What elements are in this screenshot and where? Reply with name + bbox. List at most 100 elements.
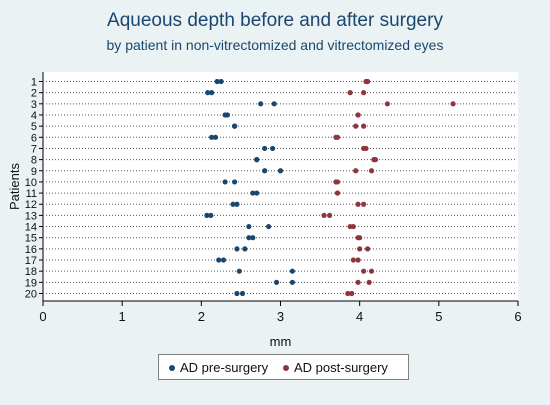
chart-subtitle: by patient in non-vitrectomized and vitr… (106, 37, 444, 53)
y-tick-label: 12 (25, 199, 37, 211)
y-tick-label: 20 (25, 289, 37, 301)
x-tick-label: 3 (277, 309, 284, 324)
pre-surgery-point (239, 290, 246, 297)
post-surgery-point (345, 290, 351, 297)
post-surgery-point (361, 268, 367, 274)
post-surgery-point (361, 123, 367, 129)
y-tick-label: 18 (25, 266, 37, 278)
pre-surgery-point (234, 246, 240, 252)
pre-surgery-point (234, 290, 240, 297)
y-tick-label: 4 (31, 110, 37, 122)
legend-marker-post (283, 364, 289, 371)
x-tick-label: 0 (39, 309, 46, 324)
legend-item-post: AD post-surgery (283, 360, 388, 375)
y-tick-label: 3 (31, 99, 37, 111)
legend-label-post: AD post-surgery (294, 360, 388, 375)
y-tick-label: 15 (25, 233, 37, 245)
pre-surgery-point (216, 257, 222, 263)
plot-area (43, 72, 518, 301)
y-tick-label: 16 (25, 244, 37, 256)
pre-surgery-point (222, 179, 228, 185)
pre-surgery-point (212, 134, 219, 140)
pre-surgery-point (242, 246, 248, 252)
pre-surgery-point (269, 145, 276, 152)
x-axis-title: mm (270, 334, 292, 349)
pre-surgery-point (209, 134, 215, 140)
post-surgery-point (334, 190, 341, 196)
pre-surgery-point (254, 190, 260, 196)
pre-surgery-point (266, 223, 272, 230)
y-tick-label: 6 (31, 132, 37, 144)
x-tick-label: 5 (435, 309, 442, 324)
post-surgery-point (355, 257, 361, 263)
legend-item-pre: AD pre-surgery (169, 360, 268, 375)
pre-surgery-point (289, 268, 295, 274)
y-tick-label: 1 (31, 77, 37, 89)
post-surgery-point (364, 246, 371, 252)
pre-surgery-point (271, 101, 277, 107)
post-surgery-point (361, 201, 367, 207)
y-axis-title: Patients (7, 163, 22, 210)
pre-surgery-point (246, 223, 252, 230)
pre-surgery-point (204, 212, 210, 218)
pre-surgery-point (273, 279, 280, 285)
legend: AD pre-surgery AD post-surgery (158, 354, 409, 380)
pre-surgery-point (262, 145, 268, 152)
x-tick-label: 6 (514, 309, 521, 324)
post-surgery-point (349, 290, 355, 297)
x-tick-label: 2 (198, 309, 205, 324)
pre-surgery-point (205, 90, 211, 96)
pre-surgery-point (277, 168, 284, 174)
pre-surgery-point (250, 190, 256, 196)
pre-surgery-point (220, 257, 227, 263)
legend-marker-pre (169, 364, 175, 371)
y-tick-label: 5 (31, 121, 37, 133)
y-tick-label: 13 (25, 210, 37, 222)
pre-surgery-point (230, 201, 236, 207)
post-surgery-point (355, 201, 361, 207)
post-surgery-point (372, 157, 379, 163)
post-surgery-point (334, 179, 341, 185)
pre-surgery-point (209, 90, 215, 96)
y-tick-label: 8 (31, 155, 37, 167)
post-surgery-point (353, 168, 359, 174)
post-surgery-point (353, 123, 359, 129)
post-surgery-point (357, 246, 363, 252)
y-tick-label: 14 (25, 222, 37, 234)
y-tick-label: 17 (25, 255, 37, 267)
y-tick-label: 11 (26, 188, 37, 200)
pre-surgery-point (214, 78, 220, 85)
pre-surgery-point (236, 268, 242, 274)
post-surgery-point (321, 212, 327, 218)
pre-surgery-point (250, 235, 256, 241)
post-surgery-point (355, 235, 361, 241)
pre-surgery-point (231, 123, 238, 129)
y-tick-label: 2 (31, 88, 37, 100)
post-surgery-point (350, 223, 356, 230)
y-tick-label: 7 (31, 143, 37, 155)
pre-surgery-point (289, 279, 295, 285)
post-surgery-point (368, 268, 375, 274)
pre-surgery-point (254, 157, 260, 163)
x-tick-label: 4 (356, 309, 363, 324)
post-surgery-point (450, 101, 456, 107)
pre-surgery-point (258, 101, 264, 107)
x-tick-label: 1 (119, 309, 126, 324)
y-tick-label: 9 (31, 166, 37, 178)
post-surgery-point (347, 90, 353, 96)
post-surgery-point (333, 134, 339, 140)
post-surgery-point (363, 78, 369, 85)
post-surgery-point (363, 145, 369, 152)
y-tick-label: 10 (25, 177, 37, 189)
y-tick-label: 19 (25, 277, 37, 289)
post-surgery-point (350, 257, 356, 263)
post-surgery-point (366, 279, 372, 285)
post-surgery-point (355, 112, 361, 118)
pre-surgery-point (234, 201, 240, 207)
pre-surgery-point (218, 78, 224, 85)
post-surgery-point (326, 212, 333, 218)
pre-surgery-point (246, 235, 252, 241)
post-surgery-point (368, 168, 375, 174)
